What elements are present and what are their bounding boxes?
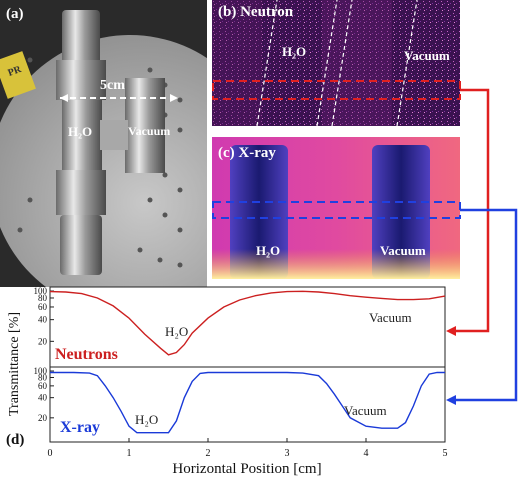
xray-line	[50, 371, 445, 434]
xray-ytick-label: 20	[38, 413, 48, 423]
x-tick-label: 3	[285, 448, 290, 459]
photo-panel: (a) PR 5cm H₂O Vacuum	[0, 0, 207, 287]
neutron-h2o-annotation: H₂O	[165, 324, 188, 339]
xray-h2o-label: H₂O	[256, 243, 281, 258]
bottom-nut	[60, 215, 102, 275]
x-axis-label: Horizontal Position [cm]	[172, 461, 321, 477]
x-tick-label: 0	[48, 448, 53, 459]
neutron-image-panel: (b) Neutron H₂O Vacuum	[212, 0, 460, 126]
xray-axes	[49, 366, 446, 443]
h2o-cell	[62, 100, 102, 170]
scale-text: 5cm	[100, 78, 125, 93]
xray-ytick-label: 60	[38, 381, 48, 391]
neutron-line	[49, 290, 446, 356]
xray-connector	[452, 208, 518, 402]
xray-label: (c) X-ray	[218, 145, 276, 161]
xray-series-label: X-ray	[60, 419, 100, 436]
xray-h2o-annotation: H₂O	[135, 412, 158, 427]
photo-label: (a)	[6, 6, 24, 22]
xray-image-panel: (c) X-ray H₂O Vacuum	[212, 137, 460, 279]
x-tick-label: 2	[206, 448, 211, 459]
neutron-ytick-label: 60	[38, 302, 48, 312]
neutron-ytick-label: 80	[38, 293, 48, 303]
photo-illustration	[0, 0, 207, 287]
vacuum-cell	[125, 78, 165, 173]
neutron-series-label: Neutrons	[55, 346, 118, 363]
neutron-vacuum-label: Vacuum	[404, 48, 450, 63]
xray-image	[212, 137, 460, 279]
photo-vacuum-label: Vacuum	[128, 124, 171, 138]
xray-ytick-label: 100	[34, 366, 48, 376]
neutron-roi-box	[212, 80, 461, 100]
x-tick-label: 1	[127, 448, 132, 459]
xray-roi-box	[212, 201, 461, 219]
xray-vacuum-annotation: Vacuum	[344, 403, 387, 418]
neutron-ytick-label: 20	[38, 336, 48, 346]
y-axis-label: Transmittance [%]	[7, 312, 22, 416]
neutron-label: (b) Neutron	[218, 4, 294, 20]
xray-vacuum-label: Vacuum	[380, 243, 426, 258]
xray-ytick-label: 80	[38, 372, 48, 382]
photo-h2o-label: H₂O	[68, 124, 93, 139]
neutron-image	[212, 0, 460, 126]
x-tick-label: 4	[364, 448, 369, 459]
neutron-vacuum-annotation: Vacuum	[369, 310, 412, 325]
neutron-ytick-label: 100	[34, 286, 48, 296]
xray-ytick-label: 40	[38, 393, 48, 403]
neutron-h2o-label: H₂O	[282, 44, 307, 59]
x-tick-label: 5	[443, 448, 448, 459]
plot-panel-label: (d)	[6, 432, 24, 448]
neutron-ytick-label: 40	[38, 315, 48, 325]
pr-tag	[0, 51, 36, 99]
top-nut	[62, 10, 100, 65]
x-axis-ticks: 0 1 2 3 4 5	[48, 438, 448, 459]
